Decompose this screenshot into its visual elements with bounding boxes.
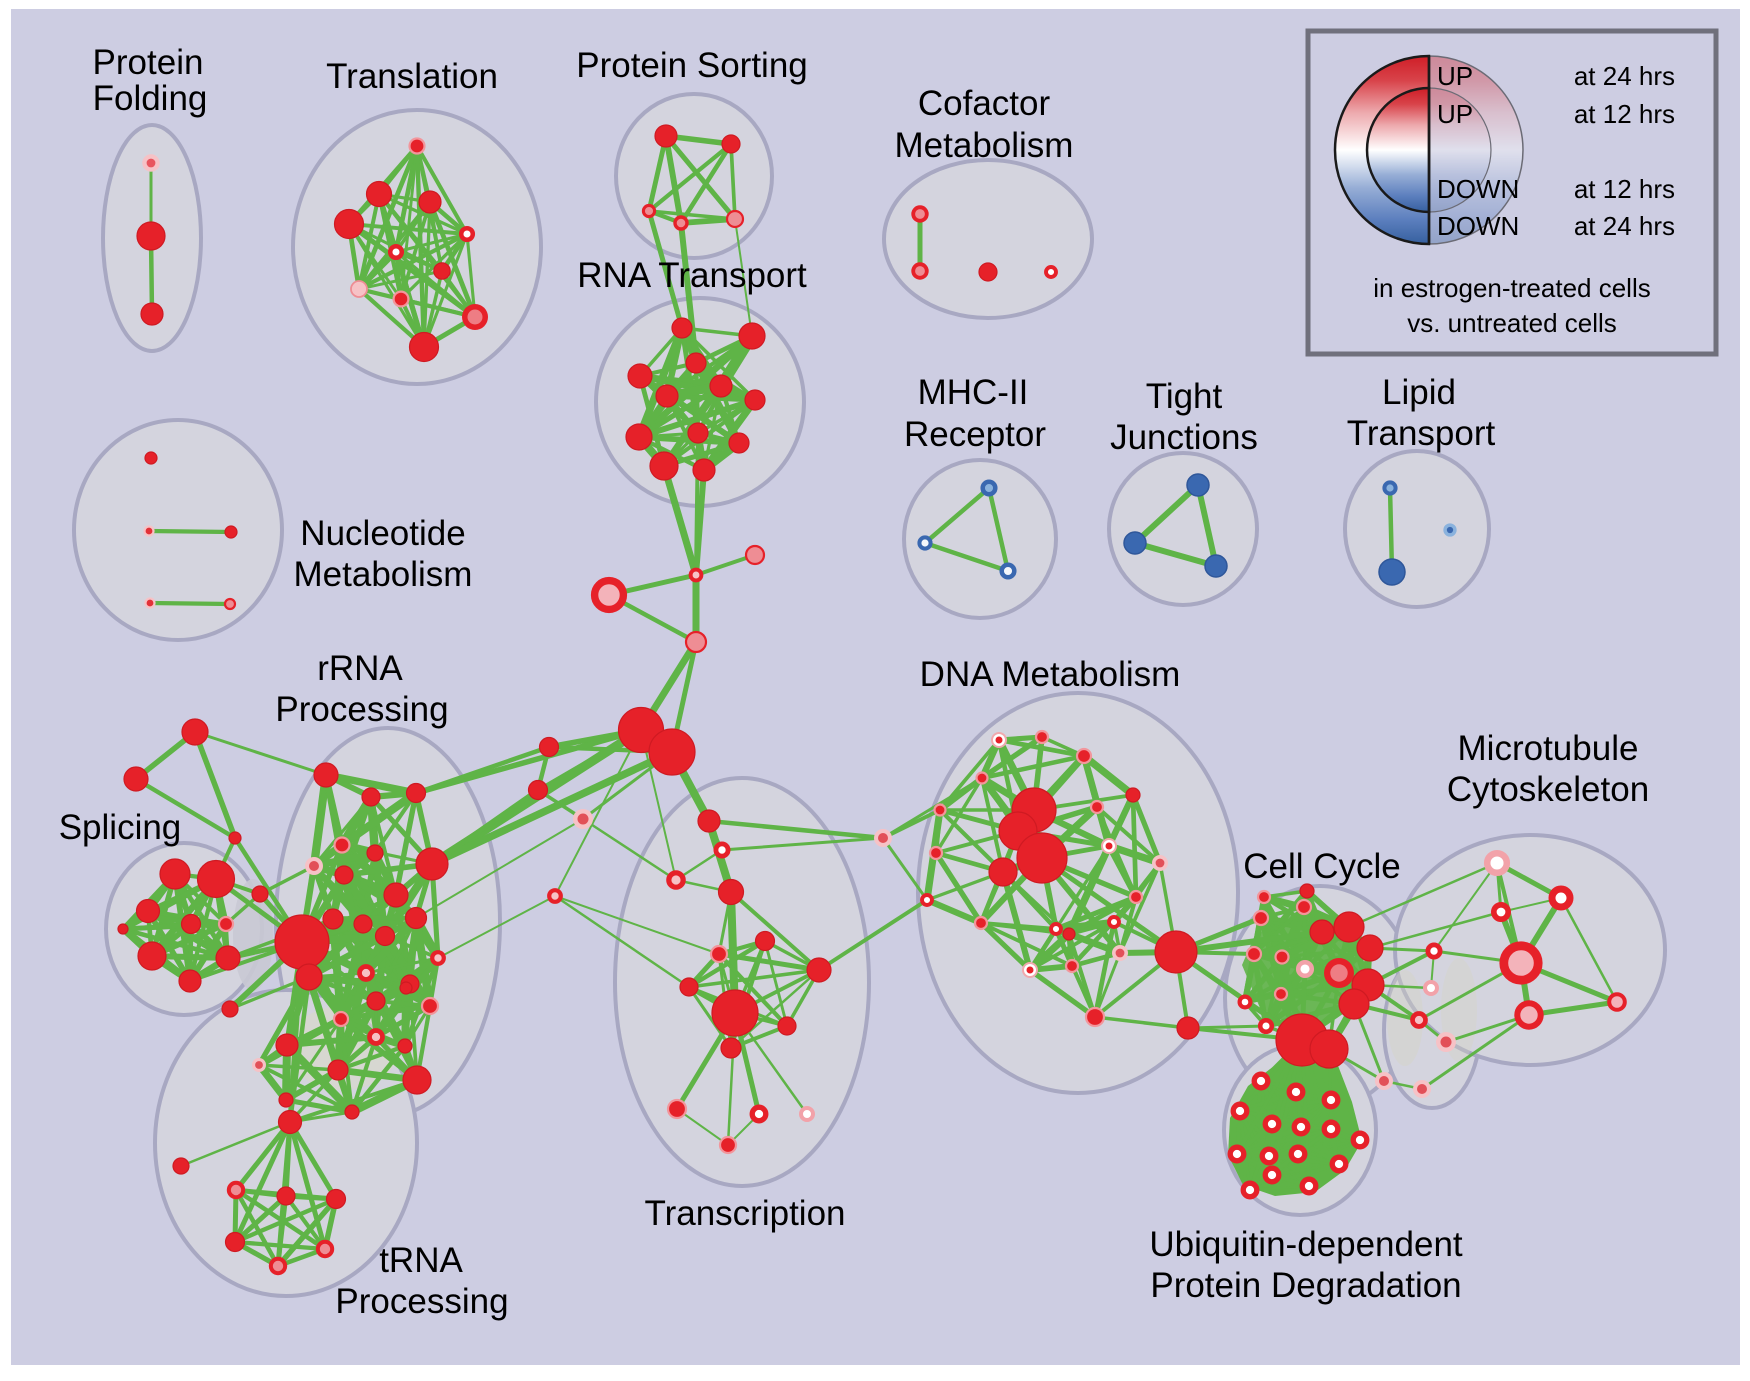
svg-text:Transport: Transport [1347, 414, 1496, 453]
svg-text:DNA Metabolism: DNA Metabolism [920, 655, 1181, 694]
svg-text:Protein Degradation: Protein Degradation [1150, 1266, 1461, 1305]
svg-text:UP: UP [1437, 61, 1473, 91]
svg-text:vs. untreated cells: vs. untreated cells [1407, 308, 1617, 338]
svg-text:in estrogen-treated cells: in estrogen-treated cells [1373, 273, 1650, 303]
svg-text:at 24 hrs: at 24 hrs [1574, 61, 1675, 91]
svg-text:Ubiquitin-dependent: Ubiquitin-dependent [1149, 1225, 1463, 1264]
svg-text:RNA Transport: RNA Transport [577, 256, 807, 295]
svg-text:tRNA: tRNA [379, 1241, 463, 1280]
svg-text:rRNA: rRNA [317, 649, 403, 688]
svg-text:Splicing: Splicing [59, 808, 182, 847]
svg-text:Metabolism: Metabolism [294, 555, 473, 594]
svg-text:at 12 hrs: at 12 hrs [1574, 174, 1675, 204]
svg-text:Folding: Folding [93, 79, 208, 118]
svg-text:Cytoskeleton: Cytoskeleton [1447, 770, 1649, 809]
svg-text:Metabolism: Metabolism [895, 126, 1074, 165]
svg-text:Translation: Translation [326, 57, 498, 96]
svg-text:at 24 hrs: at 24 hrs [1574, 211, 1675, 241]
svg-text:Processing: Processing [335, 1282, 508, 1321]
svg-text:Nucleotide: Nucleotide [300, 514, 465, 553]
svg-text:UP: UP [1437, 99, 1473, 129]
svg-text:Processing: Processing [275, 690, 448, 729]
svg-text:DOWN: DOWN [1437, 174, 1519, 204]
svg-text:Junctions: Junctions [1110, 418, 1258, 457]
svg-text:MHC-II: MHC-II [918, 373, 1029, 412]
svg-text:Lipid: Lipid [1382, 373, 1456, 412]
svg-text:DOWN: DOWN [1437, 211, 1519, 241]
svg-text:Receptor: Receptor [904, 415, 1046, 454]
svg-text:Transcription: Transcription [645, 1194, 846, 1233]
svg-text:Microtubule: Microtubule [1458, 729, 1639, 768]
svg-text:Protein: Protein [93, 43, 204, 82]
svg-text:Protein Sorting: Protein Sorting [576, 46, 808, 85]
svg-text:at 12 hrs: at 12 hrs [1574, 99, 1675, 129]
svg-text:Tight: Tight [1146, 377, 1223, 416]
svg-text:Cofactor: Cofactor [918, 84, 1051, 123]
svg-text:Cell Cycle: Cell Cycle [1243, 847, 1401, 886]
